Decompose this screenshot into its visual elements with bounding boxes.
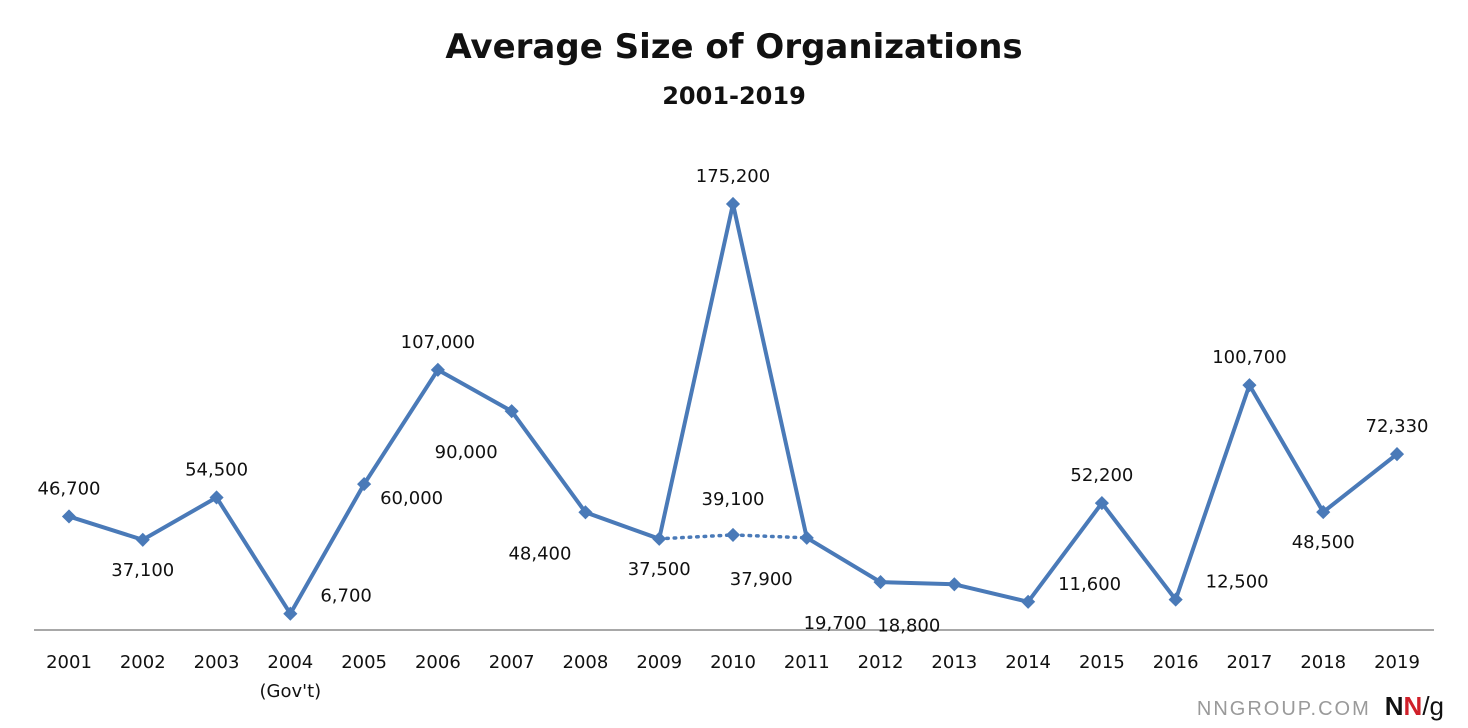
x-tick-2006: 2006 — [415, 652, 461, 673]
logo-letter-n: N — [1384, 691, 1404, 721]
data-label-2006: 107,000 — [401, 332, 475, 353]
data-label-2017: 100,700 — [1212, 347, 1286, 368]
data-point-2005 — [357, 477, 372, 492]
data-point-2013 — [947, 577, 962, 592]
x-tick-2019: 2019 — [1374, 652, 1420, 673]
logo-letter-n-red: N — [1403, 691, 1423, 721]
x-tick-2014: 2014 — [1005, 652, 1051, 673]
data-point-2004 — [283, 606, 298, 621]
data-point-2001 — [61, 509, 77, 524]
data-point-2010 — [725, 196, 741, 212]
data-label-2018: 48,500 — [1292, 532, 1355, 553]
data-label-2010: 175,200 — [696, 166, 770, 187]
data-point-2003 — [209, 490, 224, 505]
series-line — [68, 201, 1399, 616]
x-tick-2002: 2002 — [120, 652, 166, 673]
x-tick-2013: 2013 — [931, 652, 977, 673]
x-tick-2015: 2015 — [1079, 652, 1125, 673]
data-point-2011 — [799, 530, 814, 545]
alternate-data-point-2010 — [725, 527, 741, 542]
data-label-2015: 52,200 — [1070, 465, 1133, 486]
data-label-2019: 72,330 — [1366, 416, 1429, 437]
chart-title: Average Size of Organizations — [445, 27, 1022, 67]
data-label-2002: 37,100 — [111, 560, 174, 581]
data-label-2013: 18,800 — [877, 615, 940, 636]
x-tick-2003: 2003 — [194, 652, 240, 673]
data-label-2004: 6,700 — [320, 586, 372, 607]
data-point-2016 — [1168, 592, 1183, 607]
data-label-2003: 54,500 — [185, 459, 248, 480]
x-tick-2010: 2010 — [710, 652, 756, 673]
data-label-2012: 19,700 — [804, 613, 867, 634]
footer: NNGROUP.COM NN/g — [1197, 691, 1444, 722]
nng-logo: NN/g — [1385, 691, 1444, 722]
data-point-2017 — [1242, 378, 1257, 393]
x-tick-2009: 2009 — [636, 652, 682, 673]
x-tick-2004: 2004 — [267, 652, 313, 673]
alternate-data-label-2010: 39,100 — [702, 489, 765, 510]
x-tick-sublabel-2004: (Gov't) — [259, 681, 321, 702]
data-point-2018 — [1316, 504, 1331, 520]
data-label-2009: 37,500 — [628, 559, 691, 580]
data-point-2019 — [1389, 447, 1405, 462]
plot-area: 46,700 37,100 54,500 6,700 60,000 107,000 90,0… — [38, 166, 1429, 702]
data-label-2005: 60,000 — [380, 488, 443, 509]
logo-slash-g: /g — [1422, 691, 1444, 721]
data-label-2011: 37,900 — [730, 569, 793, 590]
data-label-2016: 12,500 — [1206, 572, 1269, 593]
x-tick-2005: 2005 — [341, 652, 387, 673]
data-point-2008 — [578, 505, 593, 520]
chart-subtitle: 2001-2019 — [662, 82, 806, 110]
x-tick-2007: 2007 — [489, 652, 535, 673]
data-label-2001: 46,700 — [38, 478, 101, 499]
x-tick-2016: 2016 — [1153, 652, 1199, 673]
data-label-2014: 11,600 — [1058, 574, 1121, 595]
data-label-2008: 48,400 — [508, 543, 571, 564]
data-point-2006 — [430, 362, 445, 377]
x-tick-2011: 2011 — [784, 652, 830, 673]
data-point-2014 — [1021, 594, 1036, 609]
data-point-2015 — [1094, 496, 1109, 511]
x-tick-2008: 2008 — [563, 652, 609, 673]
x-tick-2012: 2012 — [858, 652, 904, 673]
data-point-2012 — [873, 575, 888, 590]
x-tick-2001: 2001 — [46, 652, 92, 673]
site-url[interactable]: NNGROUP.COM — [1196, 698, 1371, 720]
data-point-2009 — [652, 531, 667, 546]
x-tick-2018: 2018 — [1300, 652, 1346, 673]
data-point-2002 — [135, 532, 150, 547]
data-label-2007: 90,000 — [435, 442, 498, 463]
x-tick-2017: 2017 — [1227, 652, 1273, 673]
